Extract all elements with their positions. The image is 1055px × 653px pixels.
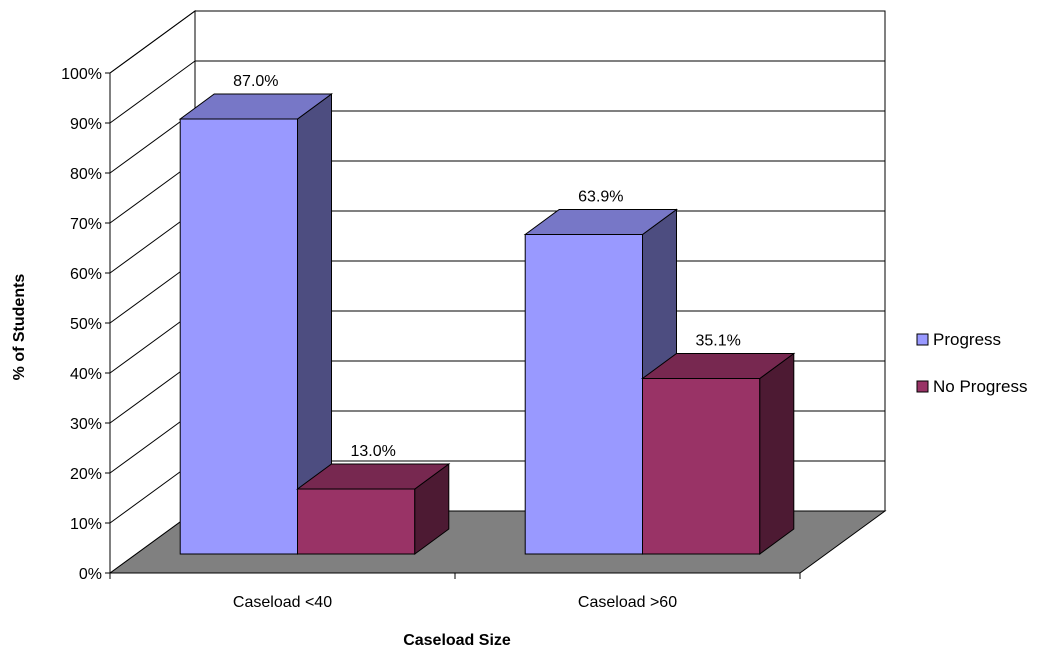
- data-label: 35.1%: [695, 333, 740, 350]
- bar-top: [178, 93, 334, 120]
- bar: [297, 488, 416, 555]
- bar-top: [295, 463, 451, 490]
- y-tick-label: 80%: [70, 166, 102, 183]
- bar-side: [759, 352, 795, 555]
- x-tick-labels: Caseload <40 Caseload >60: [233, 594, 677, 611]
- y-tick-label: 90%: [70, 116, 102, 133]
- bar: [524, 234, 644, 555]
- axes: [105, 72, 801, 579]
- y-tick-labels: 0% 10% 20% 30% 40% 50% 60% 70% 80% 90% 100%: [61, 66, 102, 583]
- legend-label: No Progress: [933, 377, 1027, 396]
- y-tick-label: 100%: [61, 66, 102, 83]
- y-tick-label: 30%: [70, 416, 102, 433]
- gridline-side: [109, 60, 196, 124]
- bar-top: [523, 209, 679, 235]
- legend-label: Progress: [933, 330, 1001, 349]
- data-label: 87.0%: [233, 73, 278, 90]
- bar: [642, 378, 761, 555]
- y-tick-label: 40%: [70, 366, 102, 383]
- bar: [179, 118, 298, 555]
- y-tick-label: 50%: [70, 316, 102, 333]
- y-axis-title: % of Students: [11, 274, 28, 381]
- y-tick-label: 10%: [70, 516, 102, 533]
- legend: Progress No Progress: [916, 330, 1027, 396]
- gridline-side: [109, 10, 196, 74]
- legend-swatch: [916, 333, 929, 346]
- y-tick-label: 60%: [70, 266, 102, 283]
- y-tick-label: 20%: [70, 466, 102, 483]
- data-labels: 87.0% 13.0% 63.9% 35.1%: [233, 73, 741, 460]
- legend-swatch: [916, 380, 929, 393]
- y-tick-label: 70%: [70, 216, 102, 233]
- x-axis-title: Caseload Size: [403, 632, 511, 649]
- data-label: 63.9%: [578, 189, 623, 206]
- x-tick-label: Caseload <40: [233, 594, 332, 611]
- y-tick-label: 0%: [79, 566, 102, 583]
- bars: [178, 93, 796, 555]
- bar-top: [640, 353, 796, 379]
- data-label: 13.0%: [350, 443, 395, 460]
- x-tick-label: Caseload >60: [578, 594, 677, 611]
